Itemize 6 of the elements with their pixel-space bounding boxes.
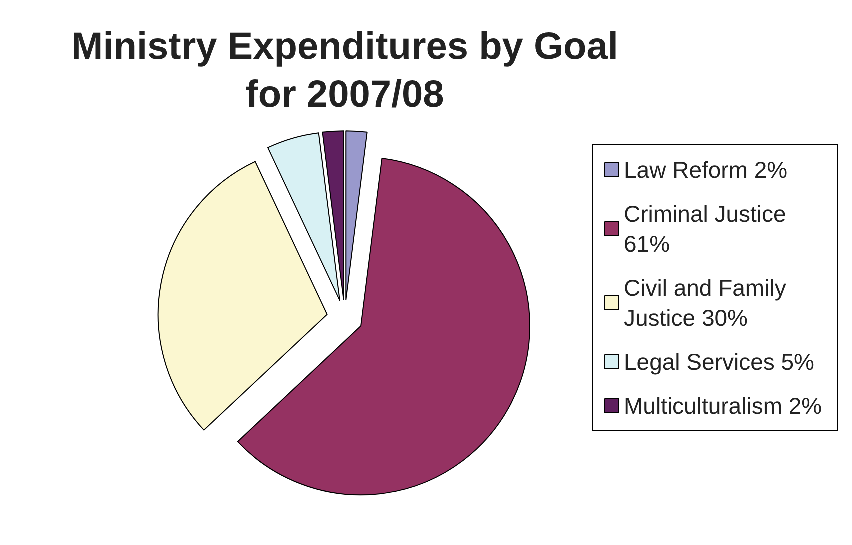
legend-label: Multiculturalism 2% <box>624 393 822 419</box>
legend-label: Legal Services 5% <box>624 349 814 375</box>
legend-label: Law Reform 2% <box>624 157 788 183</box>
legend-label: Civil and Family Justice 30% <box>624 275 793 331</box>
chart-title: Ministry Expenditures by Goal for 2007/08 <box>72 26 618 116</box>
legend-label: Criminal Justice 61% <box>624 201 793 257</box>
